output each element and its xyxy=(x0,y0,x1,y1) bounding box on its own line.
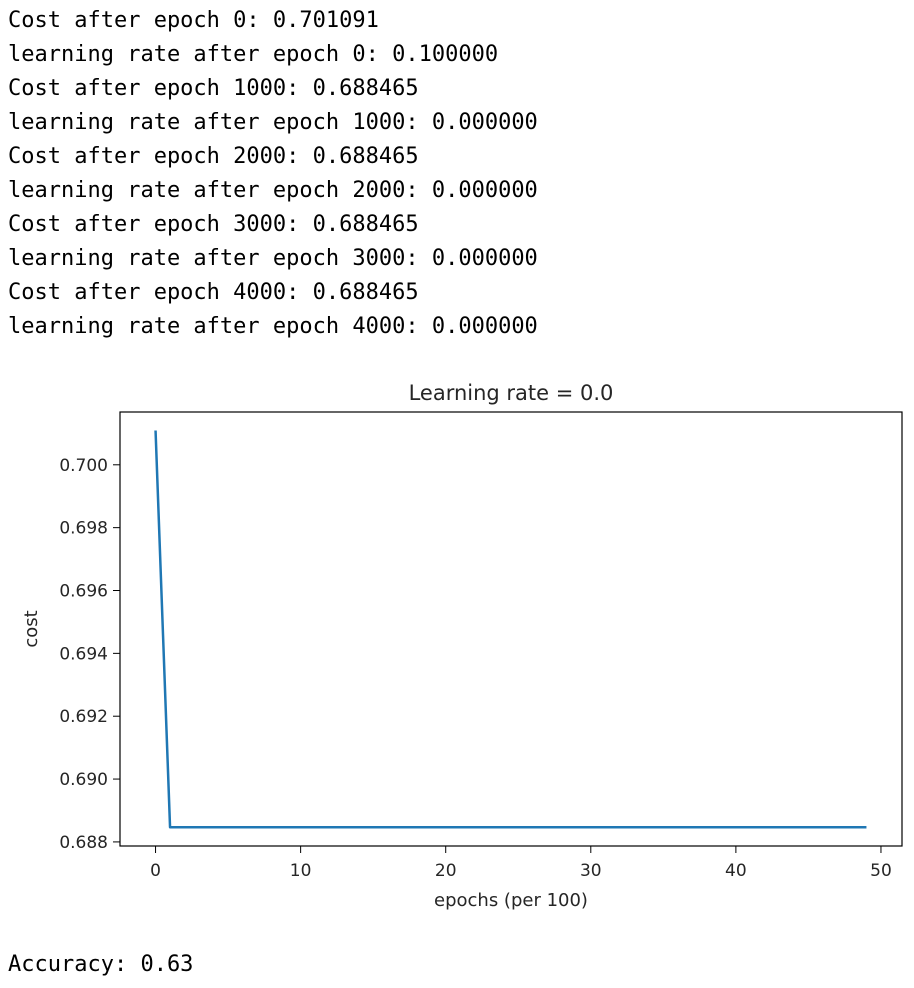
y-tick-label: 0.690 xyxy=(59,770,108,790)
log-line: learning rate after epoch 3000: 0.000000 xyxy=(8,246,538,271)
log-line: Cost after epoch 3000: 0.688465 xyxy=(8,212,419,237)
accuracy-output: Accuracy: 0.63 xyxy=(8,952,194,977)
x-tick-label: 0 xyxy=(150,861,161,881)
log-line: Cost after epoch 2000: 0.688465 xyxy=(8,144,419,169)
cost-chart: Learning rate = 0.0 0 10 20 30 40 50 0.688 0.69… xyxy=(21,381,903,911)
log-line: Cost after epoch 4000: 0.688465 xyxy=(8,280,419,305)
log-line: Cost after epoch 1000: 0.688465 xyxy=(8,76,419,101)
chart-title: Learning rate = 0.0 xyxy=(409,381,614,405)
log-line: learning rate after epoch 4000: 0.000000 xyxy=(8,314,538,339)
x-tick-label: 20 xyxy=(435,861,457,881)
x-tick-label: 10 xyxy=(290,861,312,881)
y-tick-label: 0.694 xyxy=(59,644,108,664)
y-tick-label: 0.688 xyxy=(59,833,108,853)
y-tick-label: 0.698 xyxy=(59,519,108,539)
x-axis-label: epochs (per 100) xyxy=(434,890,588,911)
x-tick-label: 50 xyxy=(870,861,892,881)
plot-area xyxy=(154,430,867,829)
log-line: learning rate after epoch 0: 0.100000 xyxy=(8,42,499,67)
y-tick-label: 0.692 xyxy=(59,707,108,727)
x-tick-label: 30 xyxy=(580,861,602,881)
cost-series-line xyxy=(154,430,867,829)
y-tick-label: 0.696 xyxy=(59,582,108,602)
log-line: learning rate after epoch 2000: 0.000000 xyxy=(8,178,538,203)
axis-ticks: 0 10 20 30 40 50 0.688 0.690 0.692 0.694 0.696 0.69… xyxy=(59,456,891,881)
log-line: learning rate after epoch 1000: 0.000000 xyxy=(8,110,538,135)
x-tick-label: 40 xyxy=(725,861,747,881)
y-axis-label: cost xyxy=(21,610,42,647)
axes-frame xyxy=(119,411,903,847)
y-tick-label: 0.700 xyxy=(59,456,108,476)
training-log: Cost after epoch 0: 0.701091 learning ra… xyxy=(8,4,538,344)
log-line: Cost after epoch 0: 0.701091 xyxy=(8,8,379,33)
